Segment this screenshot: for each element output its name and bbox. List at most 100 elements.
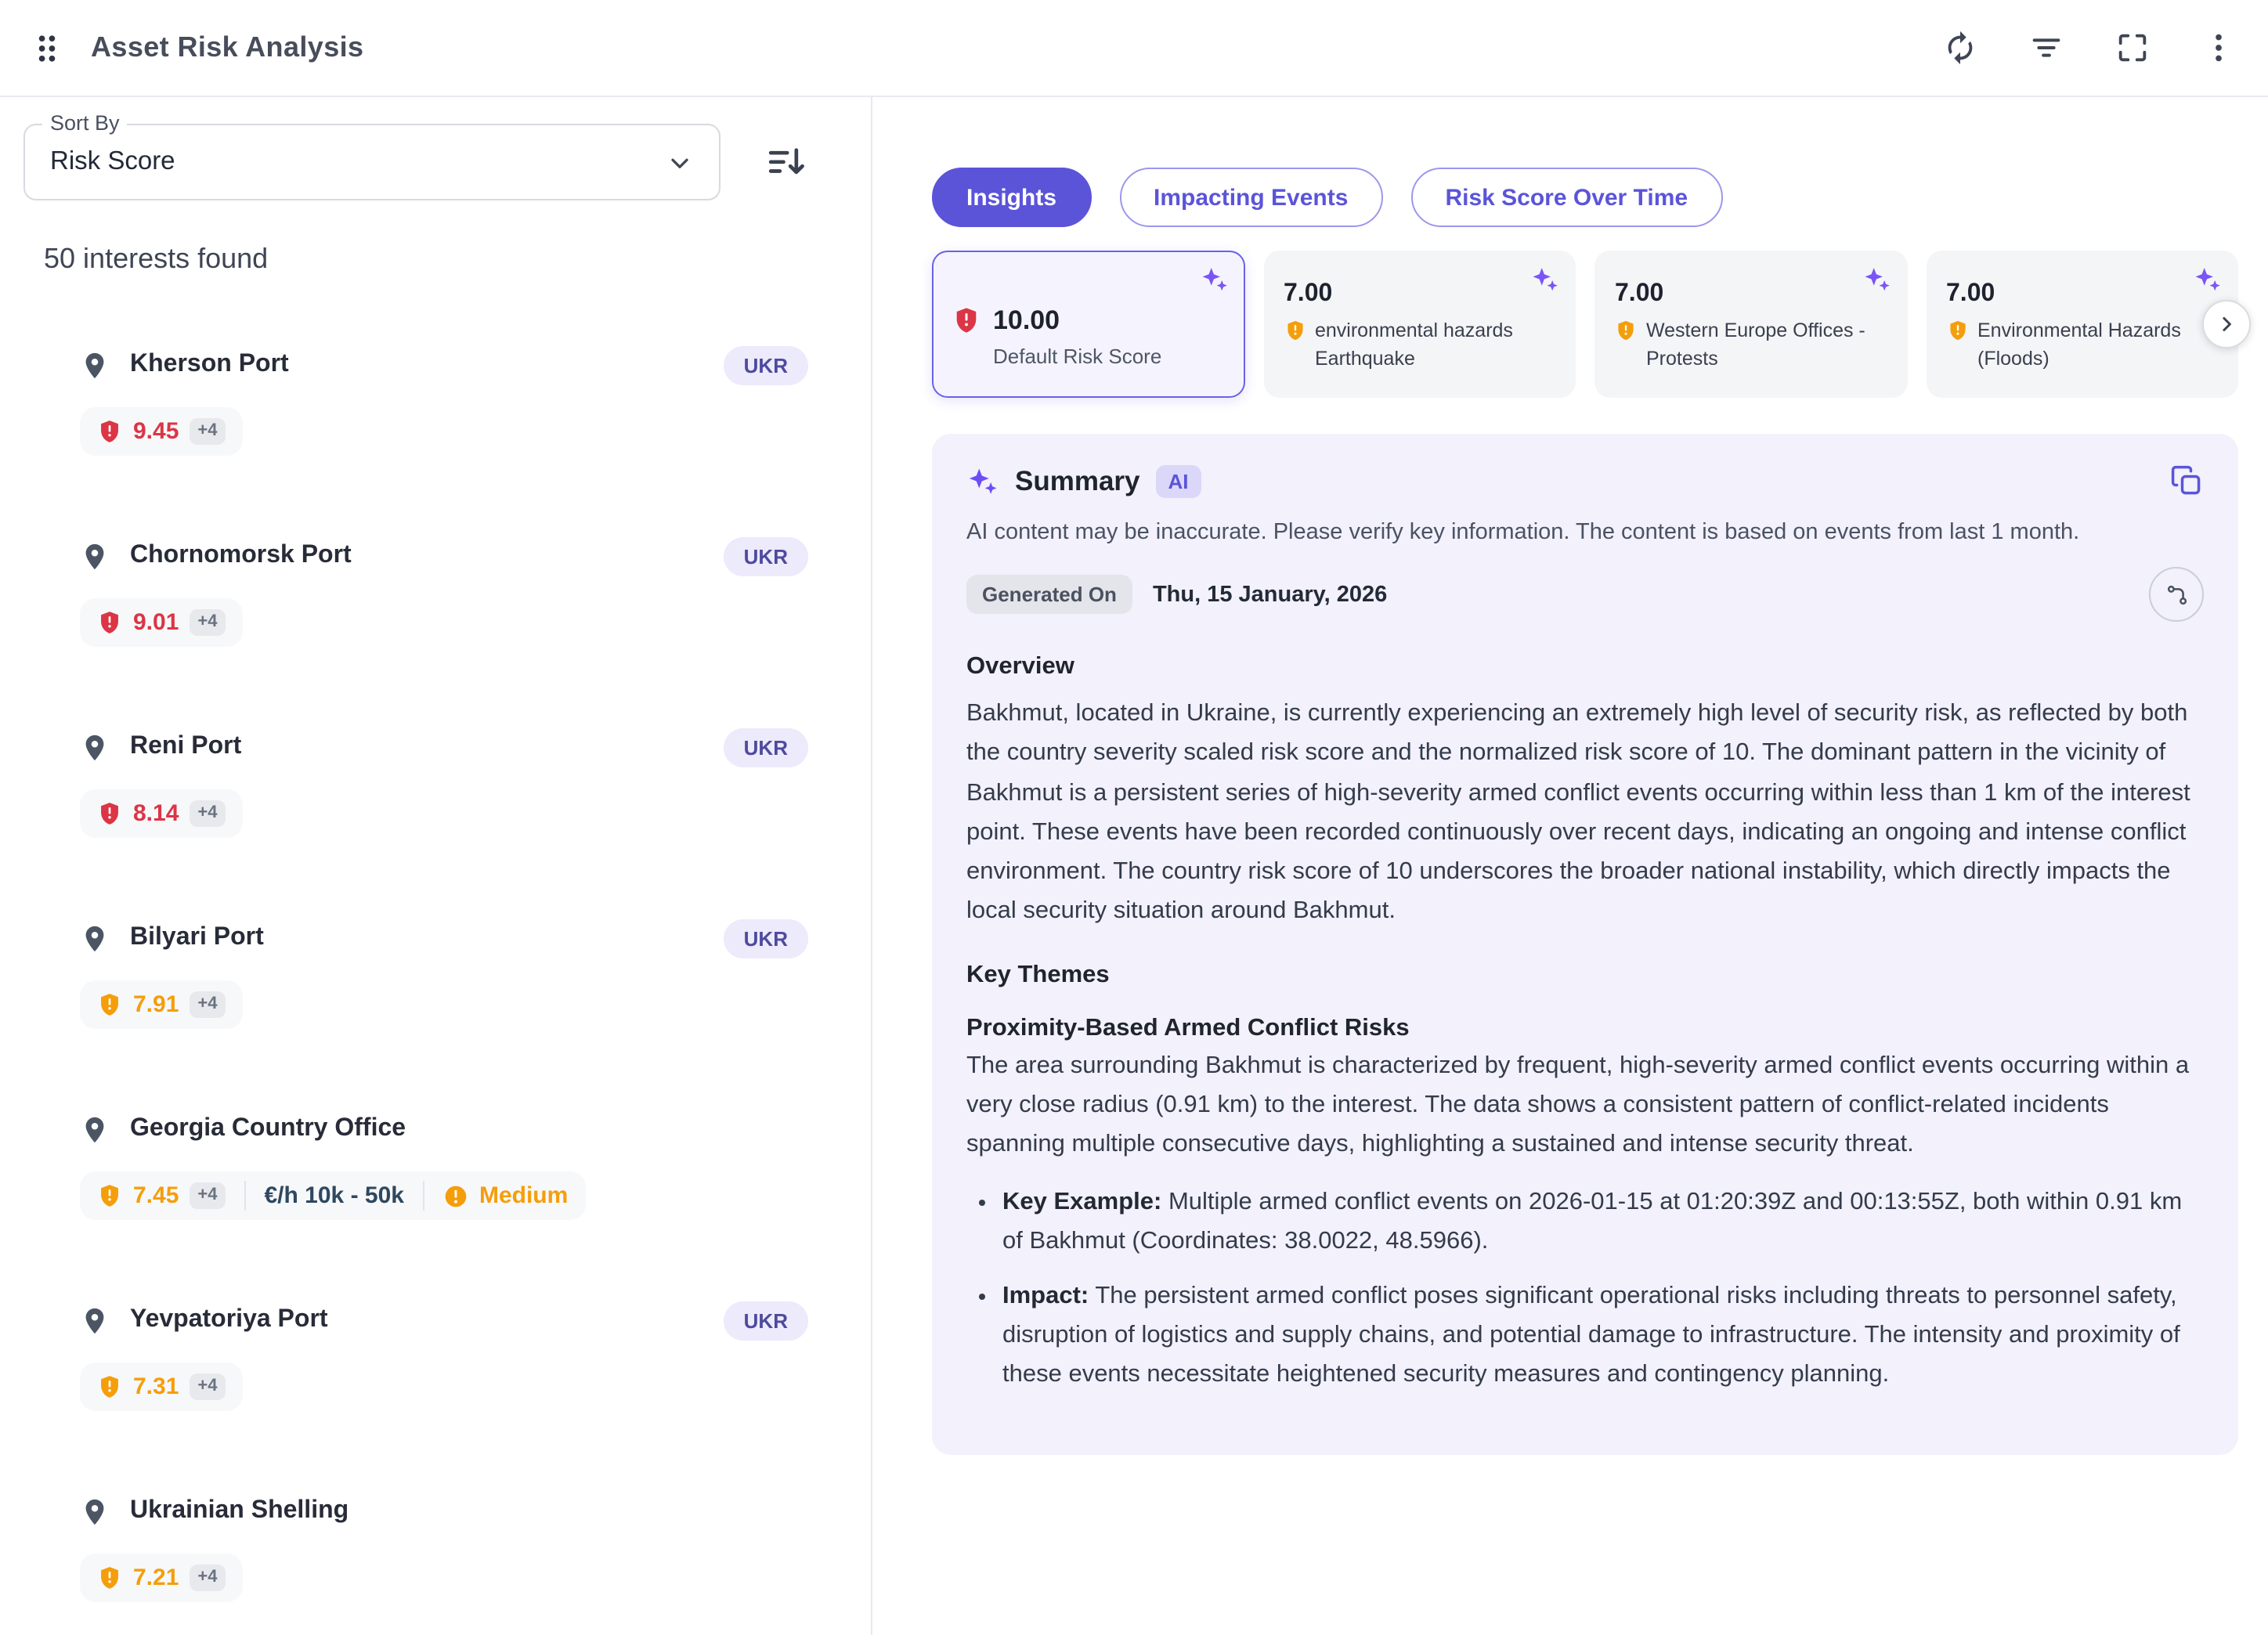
- list-item[interactable]: Ukrainian Shelling 7.21 +4: [23, 1488, 871, 1602]
- sort-by-label: Sort By: [42, 111, 128, 135]
- risk-score-badge: 7.91 +4: [80, 980, 243, 1029]
- copy-icon[interactable]: [2169, 464, 2204, 498]
- overview-text: Bakhmut, located in Ukraine, is currentl…: [966, 700, 2190, 924]
- ai-badge: AI: [1155, 464, 1201, 497]
- carousel-next-button[interactable]: [2202, 300, 2251, 348]
- ai-sparkle-icon: [1862, 265, 1891, 294]
- interest-name: Yevpatoriya Port: [130, 1306, 328, 1333]
- extra-count-badge: +4: [190, 1182, 226, 1210]
- summary-title: Summary: [1015, 464, 1140, 496]
- risk-shield-icon: [952, 304, 981, 337]
- ai-disclaimer: AI content may be inaccurate. Please ver…: [966, 520, 2080, 545]
- country-badge: UKR: [723, 727, 808, 767]
- sort-by-value: Risk Score: [50, 147, 175, 175]
- overflow-menu-icon[interactable]: [2201, 30, 2237, 66]
- location-pin-icon: [80, 1302, 110, 1338]
- filter-icon[interactable]: [2028, 30, 2064, 66]
- sidebar: Sort By Risk Score 50 interests found Kh…: [0, 97, 872, 1635]
- location-pin-icon: [80, 920, 110, 956]
- generated-on-date: Thu, 15 January, 2026: [1152, 582, 1388, 608]
- tab-impacting-events[interactable]: Impacting Events: [1119, 168, 1383, 227]
- interest-name: Georgia Country Office: [130, 1115, 406, 1142]
- risk-shield-icon: [97, 799, 122, 828]
- chevron-right-icon: [2215, 312, 2238, 336]
- ai-sparkle-icon: [1199, 265, 1229, 294]
- risk-shield-icon: [97, 417, 122, 446]
- country-badge: UKR: [723, 536, 808, 576]
- country-badge: UKR: [723, 1301, 808, 1340]
- tab-risk-score-over-time[interactable]: Risk Score Over Time: [1410, 168, 1723, 227]
- extra-count-badge: +4: [190, 1373, 226, 1401]
- revenue-badge: €/h 10k - 50k: [264, 1182, 404, 1209]
- extra-count-badge: +4: [190, 608, 226, 637]
- risk-card-default[interactable]: 10.00 Default Risk Score: [932, 251, 1244, 398]
- warning-circle-icon: [443, 1183, 468, 1208]
- risk-shield-icon: [97, 1563, 122, 1593]
- location-pin-icon: [80, 1111, 110, 1147]
- risk-shield-icon: [97, 990, 122, 1020]
- divider: [422, 1181, 424, 1211]
- interest-name: Bilyari Port: [130, 924, 264, 951]
- risk-meta-badges: 7.45 +4 €/h 10k - 50k Medium: [80, 1171, 586, 1220]
- country-badge: UKR: [723, 919, 808, 958]
- bullet-item: Impact: The persistent armed conflict po…: [1002, 1276, 2204, 1394]
- risk-shield-icon: [1946, 318, 1968, 343]
- risk-card-earthquake[interactable]: 7.00 environmental hazards Earthquake: [1263, 251, 1576, 398]
- list-item[interactable]: Chornomorsk Port UKR 9.01 +4: [23, 532, 871, 647]
- risk-shield-icon: [1615, 318, 1637, 343]
- extra-count-badge: +4: [190, 799, 226, 828]
- risk-card-floods[interactable]: 7.00 Environmental Hazards (Floods): [1926, 251, 2238, 398]
- view-tabs: Insights Impacting Events Risk Score Ove…: [932, 168, 2238, 227]
- sort-descending-icon[interactable]: [764, 140, 808, 184]
- location-pin-icon: [80, 347, 110, 383]
- tab-insights[interactable]: Insights: [932, 168, 1092, 227]
- divider: [244, 1181, 246, 1211]
- risk-shield-icon: [1284, 318, 1306, 343]
- list-item[interactable]: Kherson Port UKR 9.45 +4: [23, 341, 871, 456]
- refresh-icon[interactable]: [1942, 30, 1978, 66]
- list-item[interactable]: Yevpatoriya Port UKR 7.31 +4: [23, 1297, 871, 1411]
- bullet-item: Key Example: Multiple armed conflict eve…: [1002, 1183, 2204, 1261]
- risk-score-badge: 7.31 +4: [80, 1362, 243, 1411]
- risk-shield-icon: [97, 608, 122, 637]
- risk-card-protests[interactable]: 7.00 Western Europe Offices - Protests: [1594, 251, 1907, 398]
- chevron-down-icon: [666, 148, 694, 176]
- key-themes-heading: Key Themes: [966, 962, 1110, 989]
- priority-badge: Medium: [479, 1182, 569, 1209]
- country-badge: UKR: [723, 345, 808, 384]
- interest-name: Kherson Port: [130, 351, 289, 377]
- interest-name: Reni Port: [130, 733, 242, 760]
- theme-heading: Proximity-Based Armed Conflict Risks: [966, 1015, 1410, 1042]
- main-panel: Insights Impacting Events Risk Score Ove…: [872, 97, 2268, 1635]
- extra-count-badge: +4: [190, 1564, 226, 1592]
- header-actions: [1942, 30, 2237, 66]
- location-pin-icon: [80, 1493, 110, 1529]
- list-item[interactable]: Bilyari Port UKR 7.91 +4: [23, 915, 871, 1029]
- risk-score-badge: 9.45 +4: [80, 407, 243, 456]
- app-header: Asset Risk Analysis: [0, 0, 2268, 97]
- app-grid-icon[interactable]: [30, 31, 64, 65]
- interest-name: Chornomorsk Port: [130, 542, 352, 568]
- location-pin-icon: [80, 729, 110, 765]
- extra-count-badge: +4: [190, 417, 226, 446]
- sort-by-select[interactable]: Sort By Risk Score: [23, 111, 720, 200]
- ai-sparkle-icon: [2193, 265, 2223, 294]
- list-item[interactable]: Reni Port UKR 8.14 +4: [23, 724, 871, 838]
- interest-name: Ukrainian Shelling: [130, 1497, 349, 1524]
- risk-score-badge: 8.14 +4: [80, 789, 243, 838]
- page-title: Asset Risk Analysis: [91, 31, 364, 63]
- workflow-icon[interactable]: [2149, 567, 2204, 623]
- fullscreen-icon[interactable]: [2115, 30, 2151, 66]
- results-count: 50 interests found: [44, 243, 269, 274]
- risk-score-badge: 9.01 +4: [80, 598, 243, 647]
- extra-count-badge: +4: [190, 991, 226, 1019]
- risk-card-carousel: 10.00 Default Risk Score 7.00 environmen…: [932, 251, 2251, 398]
- risk-score-badge: 7.21 +4: [80, 1554, 243, 1602]
- location-pin-icon: [80, 538, 110, 574]
- theme-text: The area surrounding Bakhmut is characte…: [966, 1052, 2190, 1158]
- ai-sparkle-icon: [1530, 265, 1560, 294]
- list-item[interactable]: Georgia Country Office 7.45 +4 €/h 10k -…: [23, 1106, 871, 1220]
- summary-bullets: Key Example: Multiple armed conflict eve…: [966, 1183, 2204, 1394]
- generated-on-badge: Generated On: [966, 575, 1132, 615]
